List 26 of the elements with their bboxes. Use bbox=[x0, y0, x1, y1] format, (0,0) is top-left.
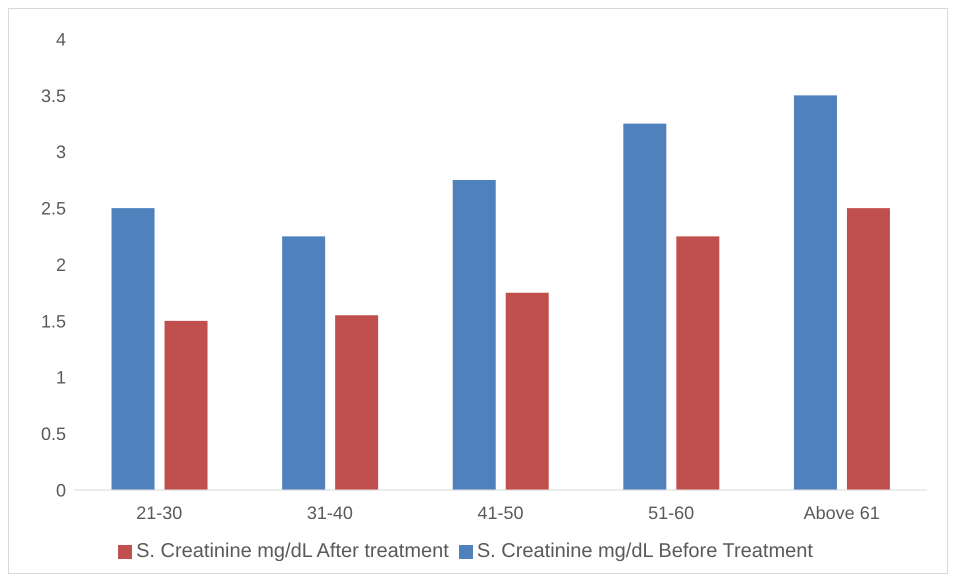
bar bbox=[676, 236, 720, 490]
bar bbox=[846, 208, 890, 490]
x-tick-label: 41-50 bbox=[477, 502, 524, 523]
y-tick-label: 0.5 bbox=[40, 424, 66, 444]
legend-label: S. Creatinine mg/dL Before Treatment bbox=[476, 540, 813, 562]
bar bbox=[452, 180, 496, 490]
y-tick-label: 2 bbox=[56, 254, 66, 275]
legend-label: S. Creatinine mg/dL After treatment bbox=[136, 540, 449, 562]
bar bbox=[112, 208, 155, 490]
x-tick-label: Above 61 bbox=[804, 502, 880, 523]
bar bbox=[282, 236, 326, 490]
bar bbox=[335, 315, 378, 490]
bar bbox=[794, 95, 837, 490]
bar bbox=[164, 320, 208, 490]
bar bbox=[506, 292, 549, 490]
y-tick-label: 0 bbox=[56, 480, 66, 500]
y-tick-label: 1 bbox=[56, 368, 66, 388]
x-tick-label: 51-60 bbox=[648, 502, 694, 523]
y-tick-label: 2.5 bbox=[40, 198, 66, 219]
y-tick-label: 4 bbox=[56, 29, 66, 50]
y-tick-label: 1.5 bbox=[40, 311, 66, 332]
x-tick-label: 31-40 bbox=[306, 502, 353, 523]
bar bbox=[623, 124, 666, 490]
x-tick-label: 21-30 bbox=[136, 502, 182, 523]
y-tick-label: 3.5 bbox=[40, 86, 66, 106]
y-tick-label: 3 bbox=[56, 142, 66, 162]
